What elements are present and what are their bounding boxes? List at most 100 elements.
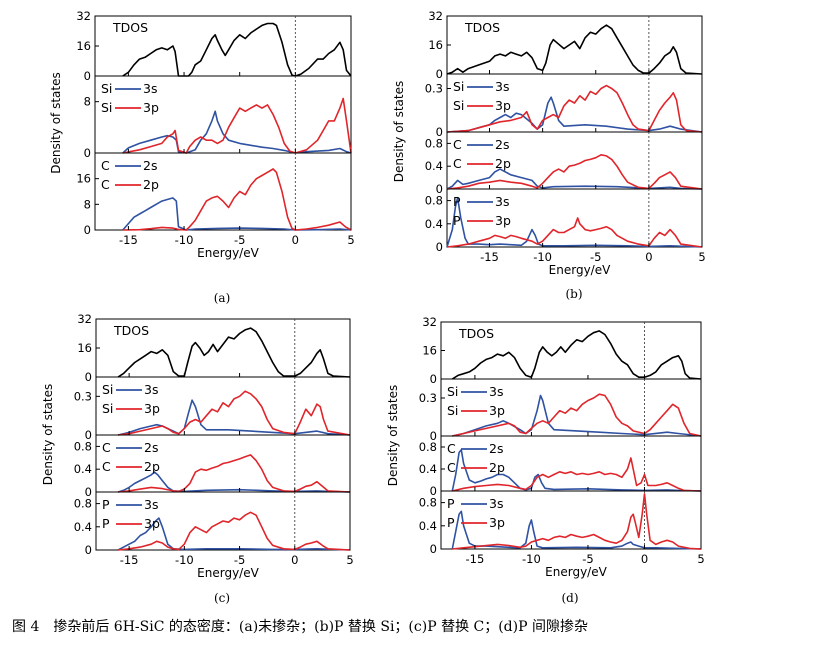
- series-tdos-tdos: [451, 330, 702, 380]
- legend-element: C: [102, 459, 111, 474]
- y-tick-label: 0: [436, 67, 443, 81]
- y-axis-label: Density of states: [49, 72, 63, 173]
- y-tick-label: 0: [84, 69, 91, 83]
- y-tick-label: 0.4: [419, 462, 437, 476]
- series-c-2s: [451, 449, 702, 492]
- y-tick-label: 0.3: [74, 389, 92, 403]
- legend-orbital: 3p: [495, 98, 511, 113]
- panel-frame-0-1: [94, 75, 352, 154]
- figure-caption: 图 4 掺杂前后 6H-SiC 的态密度：(a)未掺杂；(b)P 替换 Si；(…: [12, 619, 588, 635]
- legend-orbital: 2p: [144, 459, 160, 474]
- y-tick-label: 0: [85, 370, 92, 384]
- y-tick-label: 0.4: [425, 217, 443, 231]
- series-si-3p: [452, 393, 702, 437]
- subfigure-label: (b): [565, 287, 582, 301]
- y-tick-label: 0: [436, 182, 443, 196]
- legend-orbital: 3p: [144, 401, 160, 416]
- series-tdos-tdos: [117, 327, 351, 378]
- legend-element: P: [102, 497, 110, 512]
- legend-orbital: 2s: [489, 441, 503, 456]
- x-tick-label: 5: [347, 233, 354, 247]
- legend-element: C: [447, 441, 456, 456]
- x-axis-label: Energy/eV: [197, 246, 259, 260]
- legend-orbital: 2s: [143, 158, 157, 173]
- series-si-3p: [118, 390, 351, 436]
- y-tick-label: 0.8: [419, 440, 437, 454]
- legend-element: Si: [101, 100, 112, 115]
- y-tick-label: 0.4: [74, 462, 92, 476]
- legend-orbital: 3s: [143, 81, 157, 96]
- x-tick-label: -15: [466, 552, 485, 566]
- y-tick-label: 0: [430, 484, 437, 498]
- panel-frame-3-3: [440, 490, 702, 550]
- x-tick-label: 0: [641, 552, 648, 566]
- panel-title-tdos: TDOS: [113, 323, 149, 338]
- legend-element: Si: [447, 403, 458, 418]
- x-tick-label: 0: [291, 553, 298, 567]
- legend-element: C: [447, 460, 456, 475]
- x-tick-label: -5: [234, 233, 245, 247]
- legend-element: Si: [101, 81, 112, 96]
- y-tick-label: 16: [428, 38, 443, 52]
- y-tick-label: 0: [430, 542, 437, 556]
- x-tick-label: -10: [175, 553, 194, 567]
- series-c-2p: [122, 168, 352, 231]
- legend-element: C: [102, 440, 111, 455]
- y-tick-label: 16: [76, 172, 91, 186]
- panel-frame-2-3: [95, 491, 351, 551]
- series-c-2p: [118, 454, 351, 493]
- x-tick-label: -5: [590, 250, 601, 264]
- y-tick-label: 0.8: [74, 439, 92, 453]
- x-tick-label: 0: [645, 250, 652, 264]
- y-tick-label: 0: [85, 428, 92, 442]
- legend-element: P: [447, 496, 455, 511]
- y-axis-label: Density of states: [41, 384, 55, 485]
- y-tick-label: 0.8: [425, 194, 443, 208]
- panel-title-tdos: TDOS: [464, 20, 500, 35]
- y-tick-label: 32: [428, 9, 443, 23]
- legend-orbital: 2p: [489, 460, 505, 475]
- y-tick-label: 0: [84, 146, 91, 160]
- series-c-2s: [122, 197, 352, 231]
- legend-element: P: [453, 194, 461, 209]
- y-tick-label: 0: [436, 125, 443, 139]
- y-tick-label: 0.4: [419, 519, 437, 533]
- legend-element: Si: [453, 98, 464, 113]
- x-tick-label: -5: [582, 552, 593, 566]
- legend-element: C: [453, 137, 462, 152]
- legend-element: Si: [102, 382, 113, 397]
- legend-orbital: 2p: [143, 177, 159, 192]
- panel-title-tdos: TDOS: [112, 20, 148, 35]
- y-tick-label: 16: [422, 344, 437, 358]
- x-tick-label: -15: [120, 553, 139, 567]
- y-tick-label: 0.8: [425, 136, 443, 150]
- legend-element: Si: [102, 401, 113, 416]
- series-p-3p: [452, 493, 702, 550]
- x-tick-label: -10: [533, 250, 552, 264]
- series-tdos-tdos: [446, 24, 703, 75]
- subfigure-label: (a): [214, 291, 231, 305]
- y-tick-label: 0: [436, 240, 443, 254]
- x-tick-label: -5: [234, 553, 245, 567]
- y-tick-label: 0.3: [419, 391, 437, 405]
- legend-orbital: 3s: [495, 79, 509, 94]
- panel-frame-1-2: [446, 131, 703, 190]
- x-tick-label: 5: [698, 250, 705, 264]
- panel-frame-1-3: [446, 188, 703, 248]
- series-c-2p: [446, 154, 703, 190]
- series-p-3s: [446, 196, 703, 248]
- y-tick-label: 0: [84, 223, 91, 237]
- series-c-2p: [452, 457, 702, 492]
- panel-title-tdos: TDOS: [458, 326, 494, 341]
- y-tick-label: 8: [84, 95, 91, 109]
- y-tick-label: 0: [85, 543, 92, 557]
- x-tick-label: -10: [175, 233, 194, 247]
- x-axis-label: Energy/eV: [197, 566, 259, 580]
- legend-orbital: 3p: [143, 100, 159, 115]
- y-tick-label: 32: [76, 9, 91, 23]
- x-tick-label: 5: [346, 553, 353, 567]
- legend-orbital: 3p: [489, 515, 505, 530]
- y-tick-label: 0.3: [425, 82, 443, 96]
- series-p-3p: [446, 217, 703, 248]
- legend-element: C: [101, 177, 110, 192]
